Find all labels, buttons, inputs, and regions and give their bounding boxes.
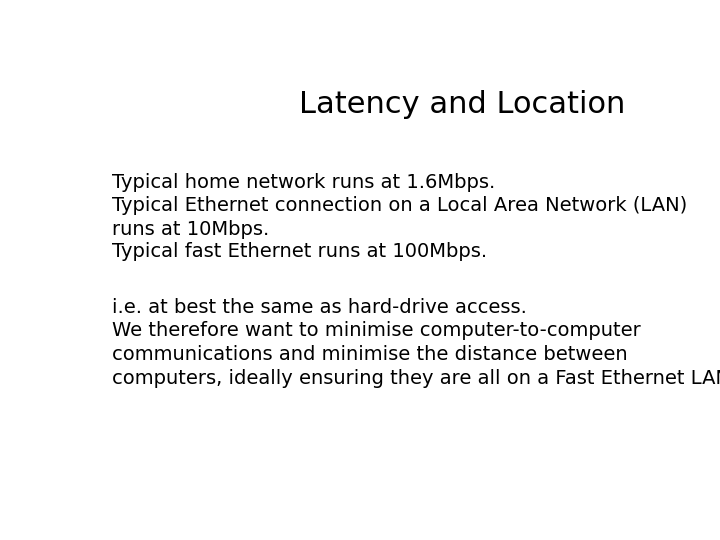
- Text: Typical Ethernet connection on a Local Area Network (LAN)
runs at 10Mbps.: Typical Ethernet connection on a Local A…: [112, 196, 688, 239]
- Text: We therefore want to minimise computer-to-computer
communications and minimise t: We therefore want to minimise computer-t…: [112, 321, 720, 388]
- Text: Latency and Location: Latency and Location: [300, 90, 626, 119]
- Text: Typical home network runs at 1.6Mbps.: Typical home network runs at 1.6Mbps.: [112, 173, 495, 192]
- Text: Typical fast Ethernet runs at 100Mbps.: Typical fast Ethernet runs at 100Mbps.: [112, 241, 487, 260]
- Text: i.e. at best the same as hard-drive access.: i.e. at best the same as hard-drive acce…: [112, 298, 527, 316]
